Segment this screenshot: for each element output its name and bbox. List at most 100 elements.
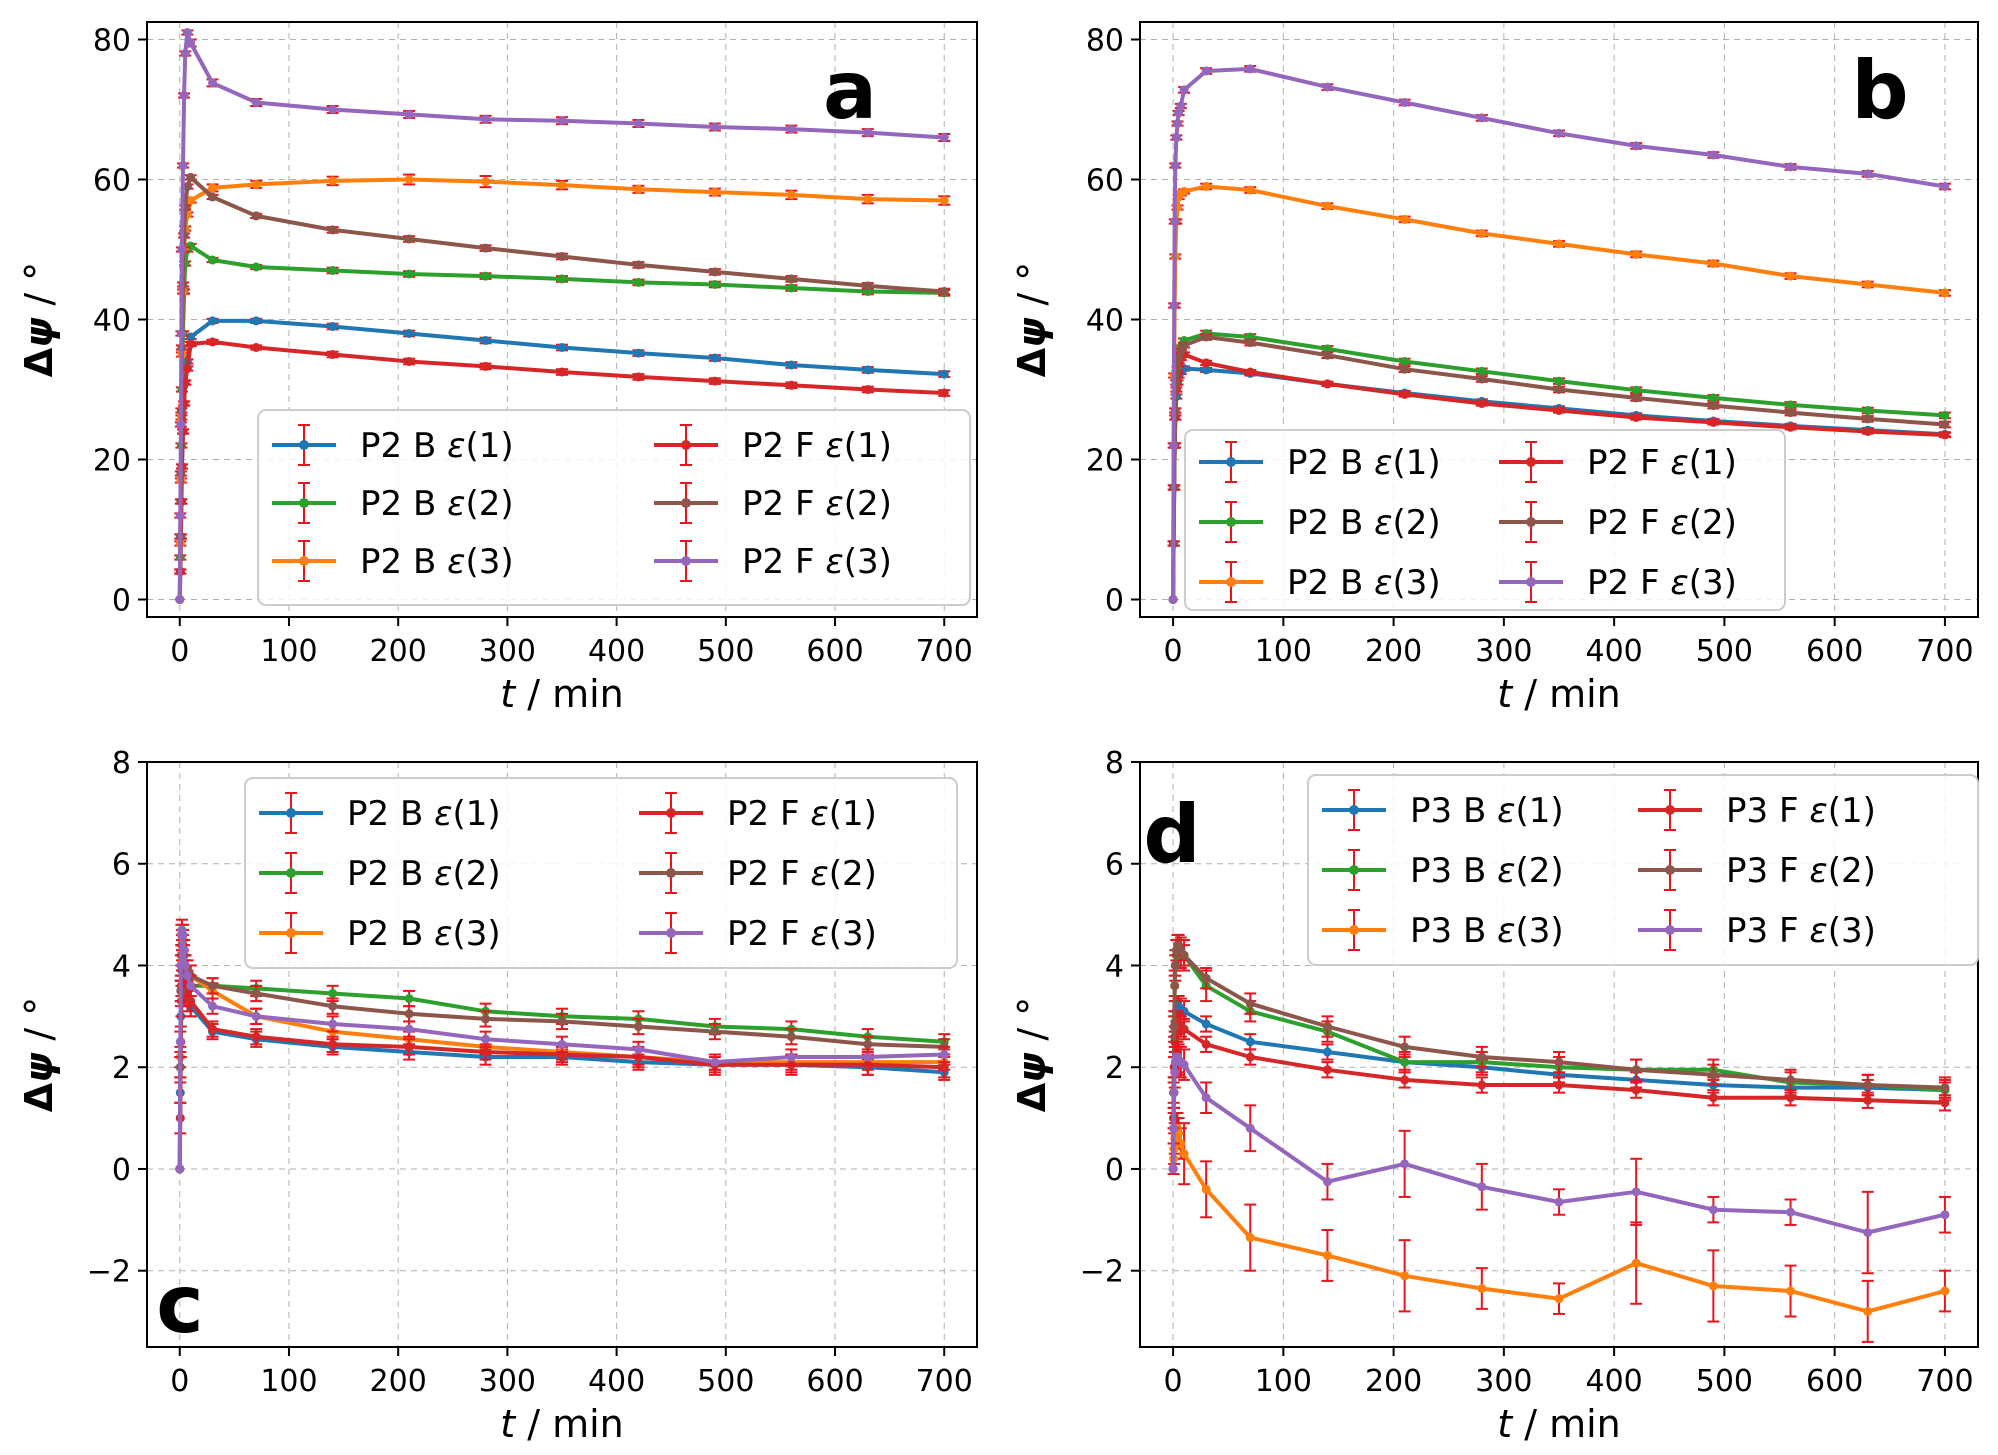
legend-item: P2 B ε(3) bbox=[272, 540, 514, 582]
legend-marker bbox=[1349, 805, 1359, 815]
data-point bbox=[939, 388, 949, 398]
data-point bbox=[1477, 1182, 1487, 1192]
data-point bbox=[1174, 353, 1184, 363]
legend-marker bbox=[1526, 577, 1536, 587]
data-point bbox=[1245, 1052, 1255, 1062]
data-point bbox=[1631, 393, 1641, 403]
data-point bbox=[1631, 1258, 1641, 1268]
data-point bbox=[557, 1016, 567, 1026]
axes-frame bbox=[146, 761, 978, 1348]
x-tick-label: 400 bbox=[1585, 634, 1642, 669]
data-point bbox=[1176, 1139, 1186, 1149]
data-point bbox=[1940, 420, 1950, 429]
legend-item: P3 B ε(3) bbox=[1322, 909, 1564, 951]
data-point bbox=[1631, 249, 1641, 259]
legend-marker bbox=[681, 556, 691, 566]
legend-frame bbox=[244, 777, 958, 969]
data-point bbox=[1172, 119, 1182, 128]
legend-label: P2 F ε(3) bbox=[727, 914, 877, 954]
data-point bbox=[1786, 1286, 1796, 1296]
data-point bbox=[1322, 1022, 1332, 1032]
data-point bbox=[1631, 385, 1641, 395]
panel-a: 0 100 200 300 400 500 600 700 0 20 40 60 80 t / min Δψ… bbox=[17, 21, 978, 716]
legend-marker bbox=[286, 868, 296, 878]
data-point bbox=[1170, 1067, 1180, 1077]
legend-item: P2 F ε(3) bbox=[639, 912, 877, 954]
x-tick-label: 100 bbox=[1255, 634, 1312, 669]
data-point bbox=[179, 945, 189, 955]
data-point bbox=[208, 183, 218, 193]
data-point bbox=[1940, 410, 1950, 420]
data-point bbox=[404, 175, 414, 184]
x-tick-label: 100 bbox=[260, 1364, 317, 1399]
y-tick-label: −2 bbox=[87, 1255, 131, 1290]
x-tick-label: 300 bbox=[479, 634, 536, 669]
data-point bbox=[178, 161, 188, 170]
data-point bbox=[1554, 1057, 1564, 1067]
data-point bbox=[1786, 1207, 1796, 1217]
data-point bbox=[404, 1009, 414, 1019]
legend-label: P2 B ε(2) bbox=[347, 854, 501, 894]
y-axis-label: Δψ / ° bbox=[1010, 262, 1054, 378]
data-point bbox=[1708, 259, 1718, 268]
data-point bbox=[1400, 1042, 1410, 1052]
data-point bbox=[1169, 1123, 1179, 1133]
data-point bbox=[557, 343, 567, 352]
legend-label: P3 F ε(1) bbox=[1726, 791, 1876, 831]
x-tick-label: 600 bbox=[806, 634, 863, 669]
data-point bbox=[182, 971, 192, 981]
data-point bbox=[481, 336, 491, 345]
data-point bbox=[1786, 1075, 1796, 1085]
data-point bbox=[1322, 350, 1332, 360]
data-point bbox=[1179, 1024, 1189, 1034]
data-point bbox=[404, 329, 414, 338]
data-point bbox=[1174, 108, 1184, 118]
data-point bbox=[328, 225, 338, 235]
data-point bbox=[481, 177, 491, 187]
data-point bbox=[557, 252, 567, 261]
legend-item: P2 B ε(2) bbox=[1199, 501, 1441, 543]
data-point bbox=[1400, 364, 1410, 374]
data-point bbox=[328, 1001, 338, 1011]
data-point bbox=[1940, 430, 1950, 440]
data-point bbox=[1201, 358, 1211, 368]
data-point bbox=[481, 361, 491, 371]
legend-label: P2 F ε(2) bbox=[1587, 503, 1737, 543]
legend-marker bbox=[1526, 457, 1536, 467]
legend-item: P3 B ε(2) bbox=[1322, 849, 1564, 891]
data-point bbox=[404, 109, 414, 119]
y-tick-label: 4 bbox=[112, 949, 131, 984]
legend-item: P2 B ε(1) bbox=[259, 792, 501, 834]
y-tick-label: 0 bbox=[112, 1153, 131, 1188]
legend-item: P2 B ε(1) bbox=[1199, 441, 1441, 483]
data-point bbox=[251, 988, 261, 998]
data-point bbox=[786, 190, 796, 200]
legend-item: P2 B ε(1) bbox=[272, 424, 514, 466]
x-tick-label: 400 bbox=[588, 1364, 645, 1399]
data-point bbox=[208, 337, 218, 347]
legend-label: P3 B ε(3) bbox=[1410, 911, 1564, 951]
data-point bbox=[328, 322, 338, 331]
legend-label: P2 F ε(3) bbox=[1587, 563, 1737, 603]
data-point bbox=[939, 287, 949, 296]
data-point bbox=[710, 280, 720, 289]
legend-label: P2 B ε(2) bbox=[1287, 503, 1441, 543]
data-point bbox=[1168, 595, 1178, 604]
x-tick-label: 700 bbox=[1916, 1364, 1973, 1399]
legend-marker bbox=[1526, 517, 1536, 527]
data-point bbox=[1179, 1149, 1189, 1159]
y-tick-label: 80 bbox=[1086, 24, 1124, 59]
data-point bbox=[1245, 999, 1255, 1009]
data-point bbox=[1179, 340, 1189, 350]
data-point bbox=[1708, 1205, 1718, 1215]
legend-marker bbox=[1349, 865, 1359, 875]
legend-marker bbox=[666, 808, 676, 818]
data-point bbox=[179, 91, 189, 100]
y-tick-label: 2 bbox=[1105, 1051, 1124, 1086]
panel-c: 0 100 200 300 400 500 600 700 −2 0 2 4 6 8 t / min Δψ /… bbox=[17, 746, 978, 1446]
data-point bbox=[176, 420, 186, 429]
legend-label: P3 F ε(2) bbox=[1726, 851, 1876, 891]
data-point bbox=[186, 172, 196, 182]
data-point bbox=[557, 180, 567, 190]
